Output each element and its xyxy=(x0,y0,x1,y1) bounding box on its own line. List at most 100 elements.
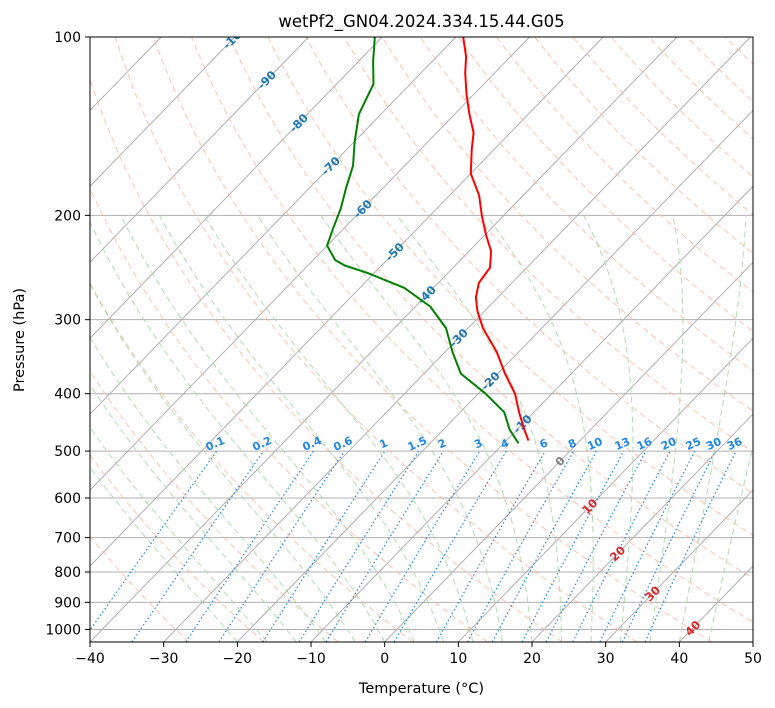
y-tick-label: 800 xyxy=(54,565,81,581)
isotherm-line xyxy=(90,37,236,187)
adiabat-layer xyxy=(90,37,775,642)
mixing-ratio-label: 25 xyxy=(684,435,703,453)
moist-adiabat xyxy=(678,215,747,642)
dry-adiabat xyxy=(496,37,753,293)
y-tick-label: 900 xyxy=(54,595,81,611)
mixing-ratio-label: 6 xyxy=(538,436,551,451)
profile-layer xyxy=(326,37,530,444)
isotherm-line xyxy=(752,641,753,642)
x-tick-label: −40 xyxy=(75,651,105,667)
isotherm-line xyxy=(531,413,753,642)
x-tick-label: 0 xyxy=(380,651,389,667)
mixing-ratio-line xyxy=(90,450,218,632)
x-tick-label: 20 xyxy=(523,651,541,667)
mixing-ratio-line xyxy=(185,450,314,642)
dry-adiabat xyxy=(90,282,414,642)
dry-adiabat xyxy=(90,454,264,642)
x-tick-label: −10 xyxy=(296,651,326,667)
mixing-ratio-label: 10 xyxy=(585,435,605,453)
x-axis: −40 −30 −20 −10 0 10 20 30 40 50 xyxy=(75,642,762,667)
moist-adiabat xyxy=(203,215,474,642)
y-tick-label: 200 xyxy=(54,208,81,224)
moist-adiabat xyxy=(90,426,268,642)
mixing-ratio-line xyxy=(218,450,345,642)
moist-adiabat xyxy=(159,215,445,642)
x-axis-title: Temperature (°C) xyxy=(358,681,484,697)
isotherm-line xyxy=(90,37,604,567)
isotherm-line xyxy=(310,185,753,642)
isotherm-line xyxy=(90,37,530,491)
isotherm-line xyxy=(90,37,678,642)
dry-adiabat xyxy=(724,37,753,65)
mixing-ratio-line xyxy=(545,450,647,642)
dry-adiabat xyxy=(686,37,753,103)
dry-adiabat xyxy=(191,37,753,623)
y-tick-label: 600 xyxy=(54,491,81,507)
dry-adiabat xyxy=(90,77,563,642)
isotherm-line xyxy=(605,489,753,642)
chart-title: wetPf2_GN04.2024.334.15.44.G05 xyxy=(278,12,564,32)
x-tick-label: −30 xyxy=(149,651,179,667)
mixing-ratio-line xyxy=(131,450,265,642)
moist-adiabat xyxy=(396,215,562,642)
moist-adiabat xyxy=(90,336,327,642)
dry-adiabat xyxy=(648,37,753,140)
mixing-ratio-label: 16 xyxy=(635,435,655,453)
dry-adiabat xyxy=(572,37,753,216)
mixing-ratio-label: 30 xyxy=(704,435,724,453)
x-tick-label: 30 xyxy=(597,651,615,667)
y-axis-title: Pressure (hPa) xyxy=(12,288,28,392)
dry-adiabat xyxy=(90,535,190,642)
y-axis: 100 200 300 400 500 600 700 800 900 1000 xyxy=(45,30,90,638)
mixing-ratio-line xyxy=(325,450,445,642)
y-tick-label: 300 xyxy=(54,313,81,329)
dry-adiabat xyxy=(305,37,753,494)
mixing-ratio-line xyxy=(262,450,386,642)
temperature-profile xyxy=(462,37,530,441)
mixing-ratio-label: 2 xyxy=(436,436,448,451)
moist-adiabat xyxy=(90,466,238,642)
y-tick-label: 400 xyxy=(54,387,81,403)
moist-adiabat xyxy=(120,215,415,642)
moist-adiabat xyxy=(90,283,356,642)
x-tick-label: −20 xyxy=(223,651,253,667)
mixing-ratio-line xyxy=(599,450,696,642)
isotherm-line xyxy=(384,261,753,642)
mixing-ratio-line xyxy=(364,450,481,642)
dry-adiabat xyxy=(764,37,775,642)
isotherm-line xyxy=(237,109,753,642)
mixing-ratio-label: 20 xyxy=(659,435,679,453)
isotherm-line xyxy=(163,37,751,642)
mixing-ratio-line xyxy=(435,450,546,642)
dry-adiabat xyxy=(90,370,339,642)
dry-adiabat xyxy=(343,37,753,453)
grid-layer xyxy=(90,37,753,642)
y-tick-label: 500 xyxy=(54,444,81,460)
x-tick-label: 50 xyxy=(744,651,762,667)
moist-adiabat xyxy=(583,215,634,642)
mixing-ratio-line xyxy=(572,450,671,642)
moist-adiabat xyxy=(320,215,533,642)
mixing-ratio-line xyxy=(491,450,597,642)
mixing-ratio-layer: 0.1 0.2 0.4 0.6 1 1.5 2 3 4 6 8 10 13 16 20 25 30 36 xyxy=(90,434,745,642)
dewpoint-profile xyxy=(326,37,520,444)
mixing-ratio-line xyxy=(466,450,575,642)
mixing-ratio-line xyxy=(621,450,716,642)
isotherm-line xyxy=(90,37,457,415)
isotherm-line xyxy=(458,337,753,642)
y-tick-label: 700 xyxy=(54,531,81,547)
dry-adiabat xyxy=(114,37,638,642)
moist-adiabat xyxy=(649,215,684,642)
y-tick-label: 1000 xyxy=(45,622,81,638)
mixing-ratio-label: 36 xyxy=(725,435,745,453)
mixing-ratio-line xyxy=(521,450,625,642)
x-tick-label: 10 xyxy=(449,651,467,667)
isotherm-line xyxy=(90,37,383,339)
dry-adiabat xyxy=(90,187,488,642)
mixing-ratio-label: 4 xyxy=(499,436,512,451)
plot-frame xyxy=(89,36,754,643)
moist-adiabat xyxy=(90,220,386,642)
dry-adiabat xyxy=(610,37,753,178)
